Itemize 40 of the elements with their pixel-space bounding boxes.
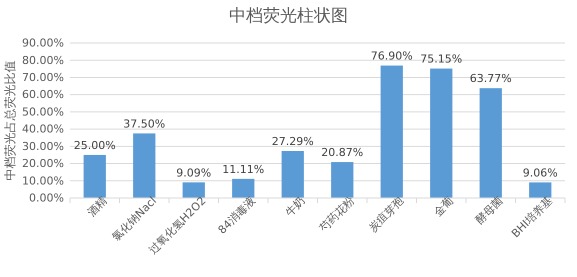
data-label: 25.00%: [74, 138, 116, 152]
data-label: 63.77%: [470, 72, 512, 86]
bar: [331, 162, 354, 198]
data-label: 11.11%: [222, 162, 264, 176]
data-label: 20.87%: [321, 146, 364, 160]
chart-title: 中档荧光柱状图: [229, 6, 348, 26]
bar: [133, 133, 156, 198]
y-tick-label: 70.00%: [22, 70, 64, 84]
y-tick-label: 20.00%: [22, 157, 64, 170]
bar: [480, 88, 502, 198]
bar: [380, 66, 403, 198]
data-label: 9.09%: [176, 166, 212, 180]
y-tick-label: 30.00%: [22, 140, 64, 153]
y-tick-label: 40.00%: [22, 122, 64, 136]
y-axis-title: 中档荧光占总荧光比值: [3, 60, 17, 180]
data-label: 37.50%: [123, 117, 166, 130]
bar: [84, 154, 106, 198]
bar: [282, 151, 304, 198]
x-tick-label: 84消毒液: [216, 194, 258, 237]
data-label: 27.29%: [272, 135, 314, 148]
bar: [232, 178, 254, 198]
x-tick-label: BHI培养基: [509, 194, 556, 240]
x-tick-label: 芍药花粉: [316, 194, 358, 235]
x-tick-label: 酵母菌: [473, 194, 506, 227]
x-tick-label: 酒精: [84, 194, 110, 219]
y-tick-label: 10.00%: [22, 174, 64, 188]
data-label: 75.15%: [420, 52, 462, 66]
y-tick-label: 90.00%: [22, 36, 64, 50]
y-tick-label: 60.00%: [22, 88, 64, 102]
y-tick-label: 80.00%: [22, 54, 64, 67]
bar: [529, 182, 552, 198]
bar: [182, 182, 205, 198]
data-label: 9.06%: [522, 166, 558, 180]
y-tick-label: 50.00%: [22, 105, 64, 118]
x-tick-label: 牛奶: [282, 194, 308, 219]
x-tick-label: 金葡: [431, 194, 456, 219]
bar: [430, 68, 452, 198]
y-tick-label: 0.00%: [29, 192, 64, 205]
data-label: 76.90%: [370, 50, 413, 63]
x-tick-label: 炭疽芽孢: [366, 194, 407, 235]
